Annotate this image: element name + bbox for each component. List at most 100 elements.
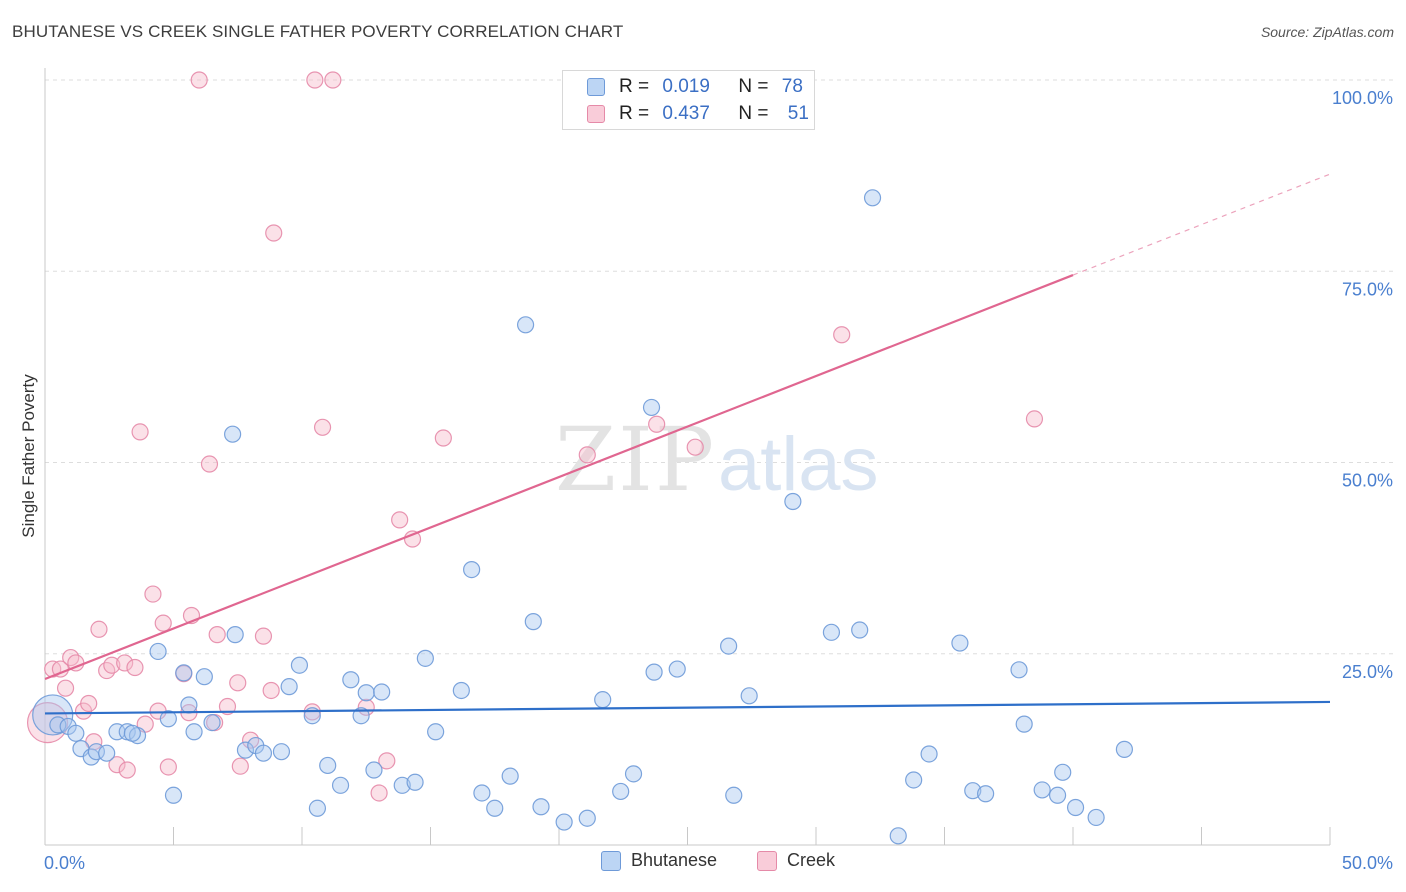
bhutanese-point: [624, 765, 643, 783]
legend-n-label: N =: [738, 76, 769, 97]
bhutanese-point: [393, 776, 411, 794]
bhutanese-point: [642, 398, 661, 417]
bhutanese-point: [977, 785, 995, 803]
creek-point: [90, 620, 108, 638]
bhutanese-point: [1010, 661, 1028, 679]
creek-points: [26, 71, 1044, 802]
y-axis-label: Single Father Poverty: [19, 374, 38, 538]
bhutanese-point: [236, 741, 255, 759]
bhutanese-point: [357, 684, 375, 702]
legend-r-value: 0.437: [662, 103, 710, 124]
creek-point: [118, 761, 136, 779]
y-tick-label: 25.0%: [1342, 662, 1393, 682]
creek-point: [370, 784, 388, 802]
creek-point: [159, 758, 177, 776]
source-credit: Source: ZipAtlas.com: [1260, 24, 1394, 40]
bhutanese-point: [254, 744, 273, 762]
bhutanese-point: [720, 637, 738, 655]
bhutanese-point: [920, 745, 938, 763]
bhutanese-point: [149, 642, 167, 661]
bhutanese-point: [175, 664, 193, 682]
bhutanese-point: [905, 771, 923, 789]
bhutanese-point: [516, 316, 535, 334]
bhutanese-point: [645, 663, 663, 681]
legend-label-creek: Creek: [787, 850, 836, 870]
creek-point: [229, 674, 247, 692]
watermark-zip: ZIP: [555, 408, 716, 511]
watermark: ZIP atlas: [555, 408, 879, 511]
bhutanese-point: [784, 492, 802, 511]
creek-point: [56, 679, 75, 697]
legend-label-bhutanese: Bhutanese: [631, 850, 718, 870]
creek-point: [578, 446, 596, 464]
bhutanese-point: [32, 694, 74, 736]
creek-point: [108, 756, 126, 774]
bhutanese-point: [1054, 763, 1072, 781]
bhutanese-point: [668, 660, 686, 678]
bhutanese-swatch: [587, 78, 605, 96]
bhutanese-point: [427, 723, 445, 741]
y-tick-label: 50.0%: [1342, 471, 1393, 491]
bhutanese-point: [822, 623, 841, 641]
creek-point: [231, 757, 249, 775]
creek-point: [262, 681, 280, 700]
creek-point: [126, 658, 144, 677]
trend-lines: [44, 173, 1331, 715]
creek-point: [391, 511, 409, 529]
creek-point: [154, 614, 172, 632]
bhutanese-point: [226, 626, 244, 644]
bhutanese-point: [224, 425, 242, 443]
bhutanese-point: [452, 681, 470, 700]
x-tick-labels: 0.0% 50.0%: [44, 853, 1393, 873]
bhutanese-point: [203, 713, 221, 732]
bhutanese-trend-line: [44, 700, 1331, 715]
creek-point: [103, 656, 121, 674]
bhutanese-point: [863, 189, 882, 207]
bhutanese-points: [32, 189, 1134, 845]
legend-row-bhutanese: R = 0.019 N = 78: [587, 74, 803, 100]
bhutanese-point: [406, 773, 424, 791]
y-tick-label: 75.0%: [1342, 279, 1393, 299]
legend-row-creek: R = 0.437 N = 51: [587, 101, 809, 127]
bhutanese-point: [740, 687, 758, 705]
bhutanese-point: [290, 656, 309, 674]
creek-point: [265, 224, 283, 242]
creek-point: [686, 438, 704, 456]
bhutanese-point: [594, 691, 612, 709]
legend-n-value: 78: [781, 76, 803, 97]
creek-point: [324, 71, 342, 89]
grid-lines: [45, 79, 1395, 655]
series-legend: Bhutanese Creek: [0, 850, 1406, 878]
creek-point: [116, 654, 134, 672]
bhutanese-point: [159, 710, 177, 728]
axes: [44, 68, 1331, 846]
bhutanese-point: [1015, 715, 1033, 733]
creek-point: [833, 326, 851, 344]
bhutanese-point: [308, 799, 327, 817]
bhutanese-point: [67, 724, 85, 742]
creek-point: [200, 455, 219, 473]
correlation-legend: R = 0.019 N = 78 R = 0.437 N = 51: [562, 70, 815, 130]
creek-point: [1025, 410, 1044, 428]
watermark-atlas: atlas: [718, 422, 879, 507]
legend-r-value: 0.019: [662, 76, 710, 97]
legend-n-value: 51: [787, 103, 809, 124]
bhutanese-legend-swatch: [601, 850, 621, 871]
legend-item-bhutanese: Bhutanese: [601, 850, 717, 871]
x-tick-label: 50.0%: [1342, 853, 1393, 873]
y-tick-labels: 25.0% 50.0% 75.0% 100.0%: [1332, 88, 1393, 682]
bhutanese-point: [555, 813, 573, 831]
bhutanese-point: [416, 649, 434, 667]
bhutanese-point: [951, 634, 969, 652]
creek-trend-line: [44, 274, 1074, 681]
bhutanese-point: [272, 743, 291, 761]
bhutanese-point: [964, 782, 982, 800]
bhutanese-point: [612, 782, 630, 801]
bhutanese-point: [280, 678, 298, 696]
bhutanese-point: [1033, 781, 1051, 799]
creek-point: [378, 752, 396, 770]
bhutanese-point: [1115, 740, 1134, 758]
bhutanese-point: [578, 809, 596, 827]
creek-legend-swatch: [757, 850, 777, 871]
